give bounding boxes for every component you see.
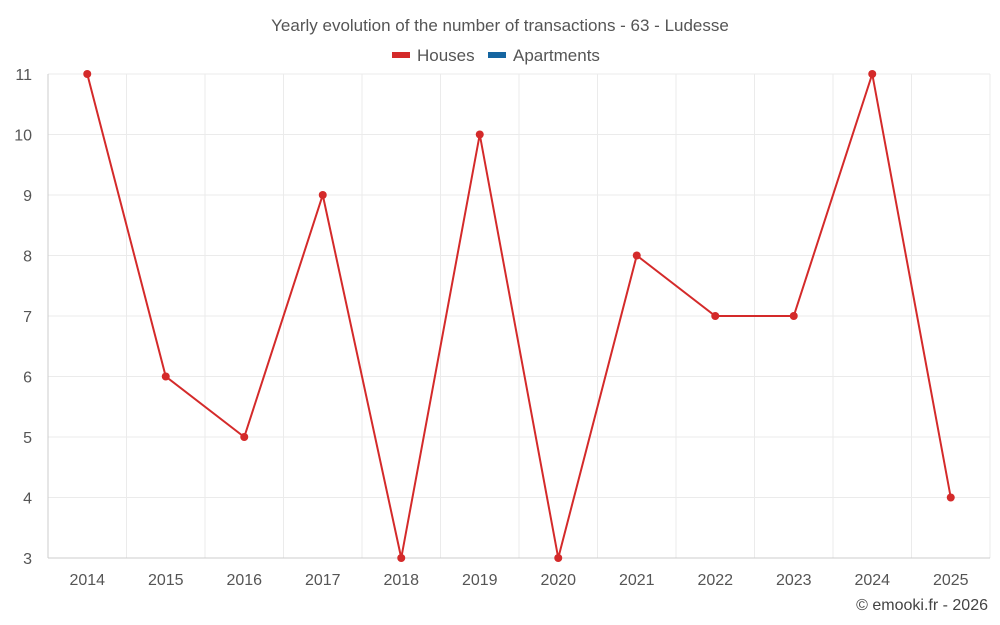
legend-item-houses[interactable]: Houses (392, 46, 475, 65)
data-point[interactable] (946, 493, 955, 502)
data-point[interactable] (318, 191, 327, 199)
x-tick-label: 2020 (540, 572, 576, 589)
y-tick-label: 11 (15, 67, 32, 84)
legend-swatch (488, 52, 506, 58)
x-tick-label: 2023 (776, 572, 812, 589)
data-point[interactable] (711, 312, 720, 320)
data-point[interactable] (83, 70, 92, 78)
data-point[interactable] (475, 130, 484, 139)
y-tick-label: 5 (23, 430, 32, 447)
y-axis: 3 4 5 6 7 8 9 10 11 (14, 67, 32, 568)
y-tick-label: 3 (23, 551, 32, 568)
x-tick-label: 2017 (305, 572, 341, 589)
y-tick-label: 10 (14, 128, 32, 145)
x-tick-label: 2018 (383, 572, 419, 589)
data-point[interactable] (868, 70, 877, 78)
data-point[interactable] (632, 251, 641, 260)
x-tick-label: 2019 (462, 572, 498, 589)
data-point[interactable] (161, 372, 170, 381)
x-tick-label: 2021 (619, 572, 655, 589)
legend: Houses Apartments (392, 46, 600, 65)
x-tick-label: 2022 (697, 572, 733, 589)
legend-label: Apartments (513, 46, 600, 65)
y-tick-label: 7 (23, 309, 32, 326)
data-point[interactable] (240, 433, 249, 441)
x-tick-label: 2014 (69, 572, 105, 589)
series-houses (83, 70, 955, 562)
legend-item-apartments[interactable]: Apartments (488, 46, 600, 65)
x-axis: 2014 2015 2016 2017 2018 2019 2020 2021 2022 2023… (69, 572, 968, 589)
y-tick-label: 9 (23, 188, 32, 205)
series-line (86, 73, 952, 559)
data-point[interactable] (397, 554, 406, 562)
legend-label: Houses (417, 46, 475, 65)
copyright-footer: © emooki.fr - 2026 (856, 597, 988, 614)
x-tick-label: 2025 (933, 572, 969, 589)
series-layer (83, 70, 955, 562)
y-tick-label: 4 (23, 491, 32, 508)
data-point[interactable] (554, 554, 563, 562)
chart-title: Yearly evolution of the number of transa… (271, 16, 729, 35)
y-tick-label: 6 (23, 370, 32, 387)
x-tick-label: 2016 (226, 572, 262, 589)
y-tick-label: 8 (23, 249, 32, 266)
x-tick-label: 2015 (148, 572, 184, 589)
x-tick-label: 2024 (854, 572, 890, 589)
legend-swatch (392, 52, 410, 58)
data-point[interactable] (789, 312, 798, 320)
